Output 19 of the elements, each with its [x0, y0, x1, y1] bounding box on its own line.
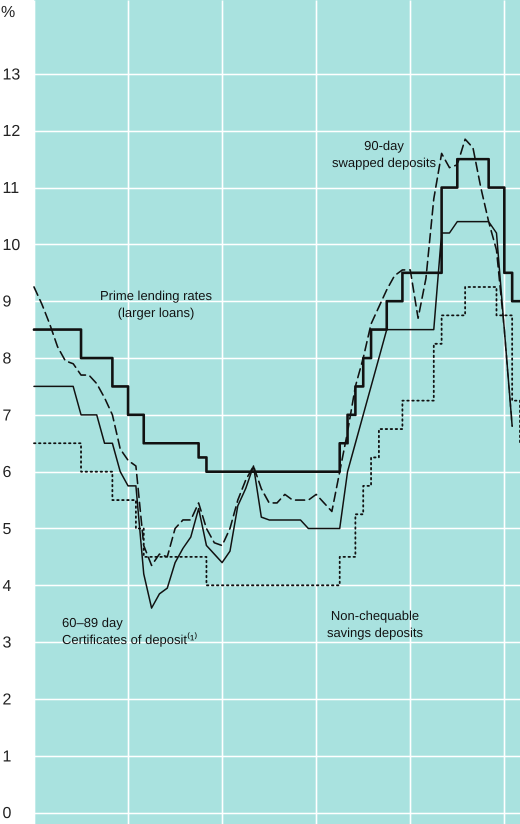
- y-tick-label: 2: [2, 691, 12, 708]
- y-tick-label: 0: [2, 805, 12, 822]
- y-tick-label: 10: [2, 236, 20, 254]
- y-tick-label: 11: [2, 180, 20, 198]
- y-tick-label: 4: [2, 578, 12, 595]
- series-label: Prime lending rates (larger loans): [100, 288, 212, 320]
- y-tick-label: 3: [2, 634, 12, 652]
- y-tick-label: 9: [2, 294, 12, 311]
- y-axis-title: %: [1, 4, 16, 21]
- y-tick-label: 6: [2, 464, 12, 482]
- y-tick-label: 1: [2, 748, 12, 766]
- text: 60–89 day Certificates of deposit⁽¹⁾: [62, 615, 198, 647]
- y-tick-label: 8: [2, 350, 12, 368]
- y-tick-label: 13: [2, 66, 20, 84]
- series-label: 90-day swapped deposits: [332, 138, 437, 170]
- y-tick-label: 7: [2, 407, 12, 424]
- y-tick-label: 12: [2, 123, 20, 140]
- y-tick-label: 5: [2, 520, 12, 538]
- series-label: Non-chequable savings deposits: [326, 608, 424, 640]
